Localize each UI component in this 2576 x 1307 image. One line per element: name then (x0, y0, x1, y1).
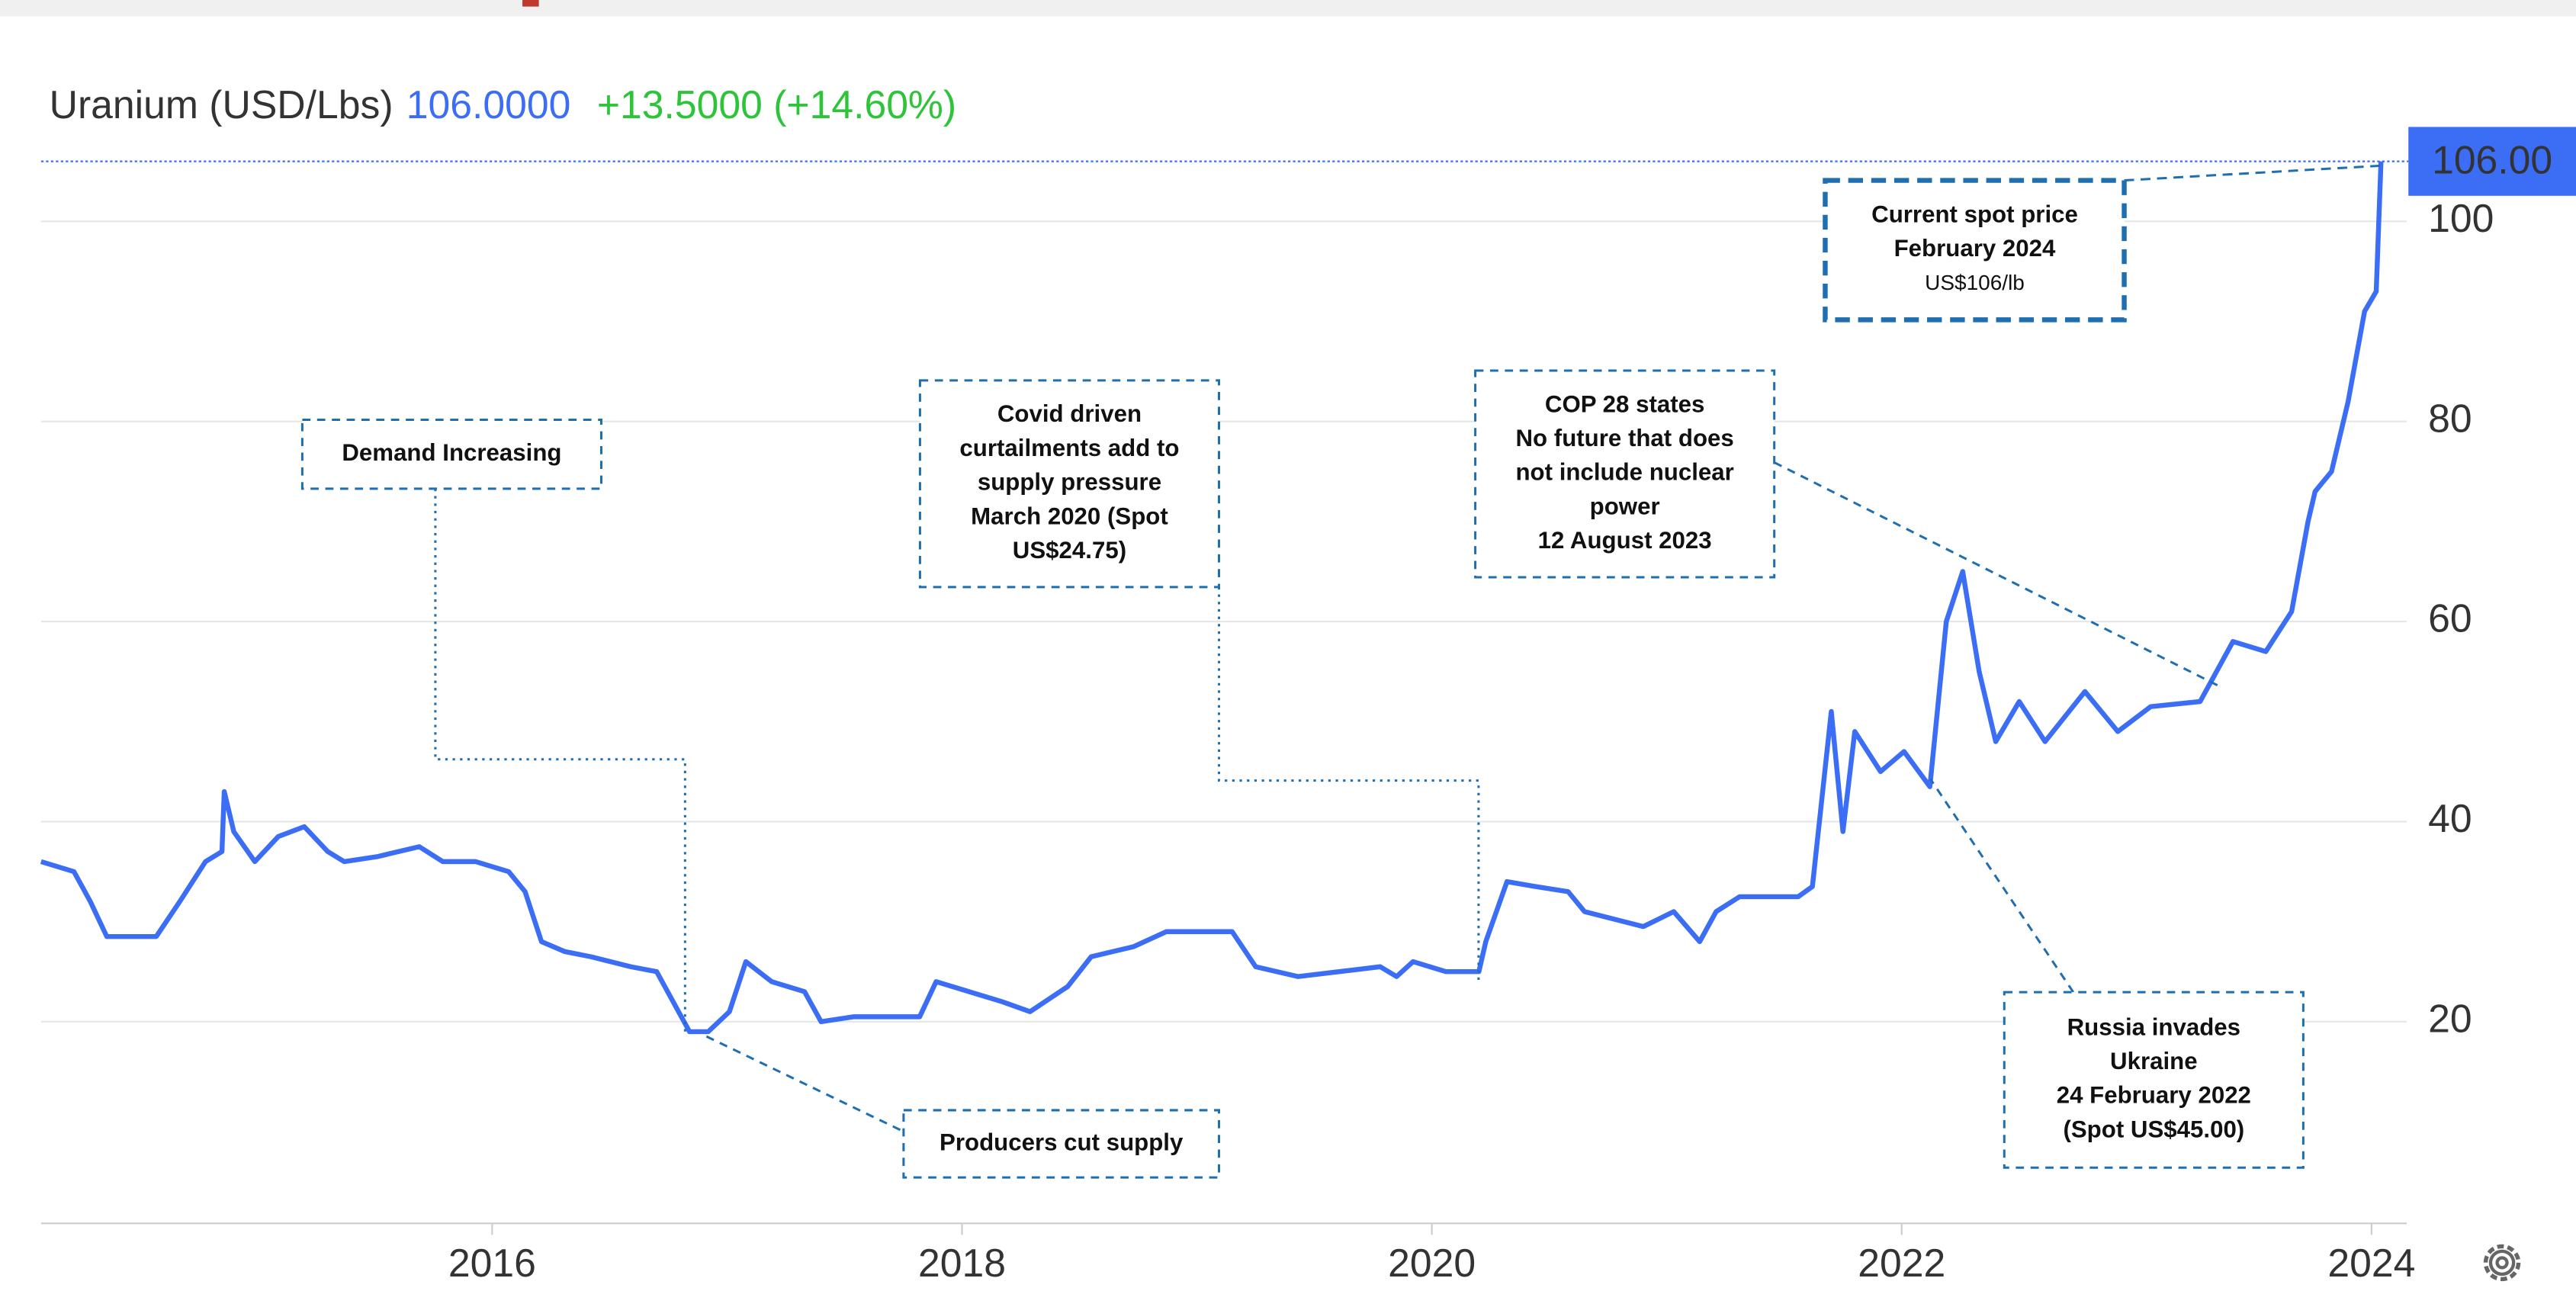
x-tick-label: 2016 (448, 1241, 536, 1285)
x-tick-label: 2024 (2327, 1241, 2415, 1285)
last-price-tag (2408, 127, 2576, 196)
top-accent (522, 0, 539, 7)
annotation-text: supply pressure (978, 469, 1161, 496)
annotation-leader (2124, 164, 2382, 182)
x-tick-label: 2018 (918, 1241, 1006, 1285)
annotation-box (2003, 991, 2305, 1169)
gear-teeth[interactable] (2483, 1244, 2521, 1282)
top-bar (0, 0, 2576, 17)
last-price-label: 106.00 (2432, 137, 2552, 181)
x-tick-label: 2020 (1388, 1241, 1476, 1285)
change: +13.5000 (+14.60%) (597, 82, 956, 127)
annotation-text: COP 28 states (1545, 390, 1704, 417)
price: 106.0000 (406, 82, 571, 127)
annotation-leader (705, 1035, 904, 1133)
chart-title: Uranium (USD/Lbs) (50, 82, 393, 127)
annotation-text: US$106/lb (1925, 271, 2025, 294)
annotation-text: not include nuclear (1515, 459, 1733, 486)
annotation-leader (1929, 778, 2075, 993)
annotation-text: 24 February 2022 (2057, 1082, 2251, 1109)
annotation-box (1474, 369, 1776, 579)
annotation-text: curtailments add to (959, 435, 1179, 461)
annotation-text: Demand Increasing (342, 439, 561, 466)
y-tick-label: 20 (2428, 996, 2472, 1040)
gear-ring[interactable] (2488, 1249, 2516, 1276)
gear-hub[interactable] (2495, 1256, 2509, 1270)
annotation-text: 12 August 2023 (1538, 527, 1712, 554)
header: Uranium (USD/Lbs) 106.0000 +13.5000 (+14.6… (50, 82, 956, 127)
annotation-leader (1218, 586, 1480, 981)
settings-icon[interactable] (2483, 1244, 2521, 1282)
annotation-text: February 2024 (1894, 235, 2056, 262)
annotation-leader (1774, 461, 2219, 687)
annotation-text: Covid driven (997, 400, 1142, 427)
annotation-leader (434, 488, 686, 1033)
annotation-text: Ukraine (2110, 1048, 2198, 1074)
annotation-text: US$24.75) (1013, 537, 1126, 564)
annotation-text: power (1590, 493, 1660, 520)
y-tick-label: 40 (2428, 796, 2472, 840)
annotation-text: Current spot price (1871, 201, 2078, 227)
annotation-box (918, 379, 1221, 589)
annotation-box (902, 1109, 1221, 1179)
annotation-text: Russia invades (2067, 1013, 2240, 1040)
annotation-box (1823, 178, 2127, 323)
y-tick-label: 80 (2428, 396, 2472, 440)
annotation-text: March 2020 (Spot (971, 503, 1168, 529)
annotation-text: No future that does (1515, 425, 1733, 451)
price-line (40, 161, 2384, 1035)
annotation-box (300, 419, 602, 490)
x-tick-label: 2022 (1858, 1241, 1945, 1285)
y-tick-label: 60 (2428, 596, 2472, 641)
annotation-text: (Spot US$45.00) (2063, 1116, 2244, 1143)
annotation-text: Producers cut supply (940, 1129, 1184, 1155)
y-tick-label: 100 (2428, 196, 2494, 240)
